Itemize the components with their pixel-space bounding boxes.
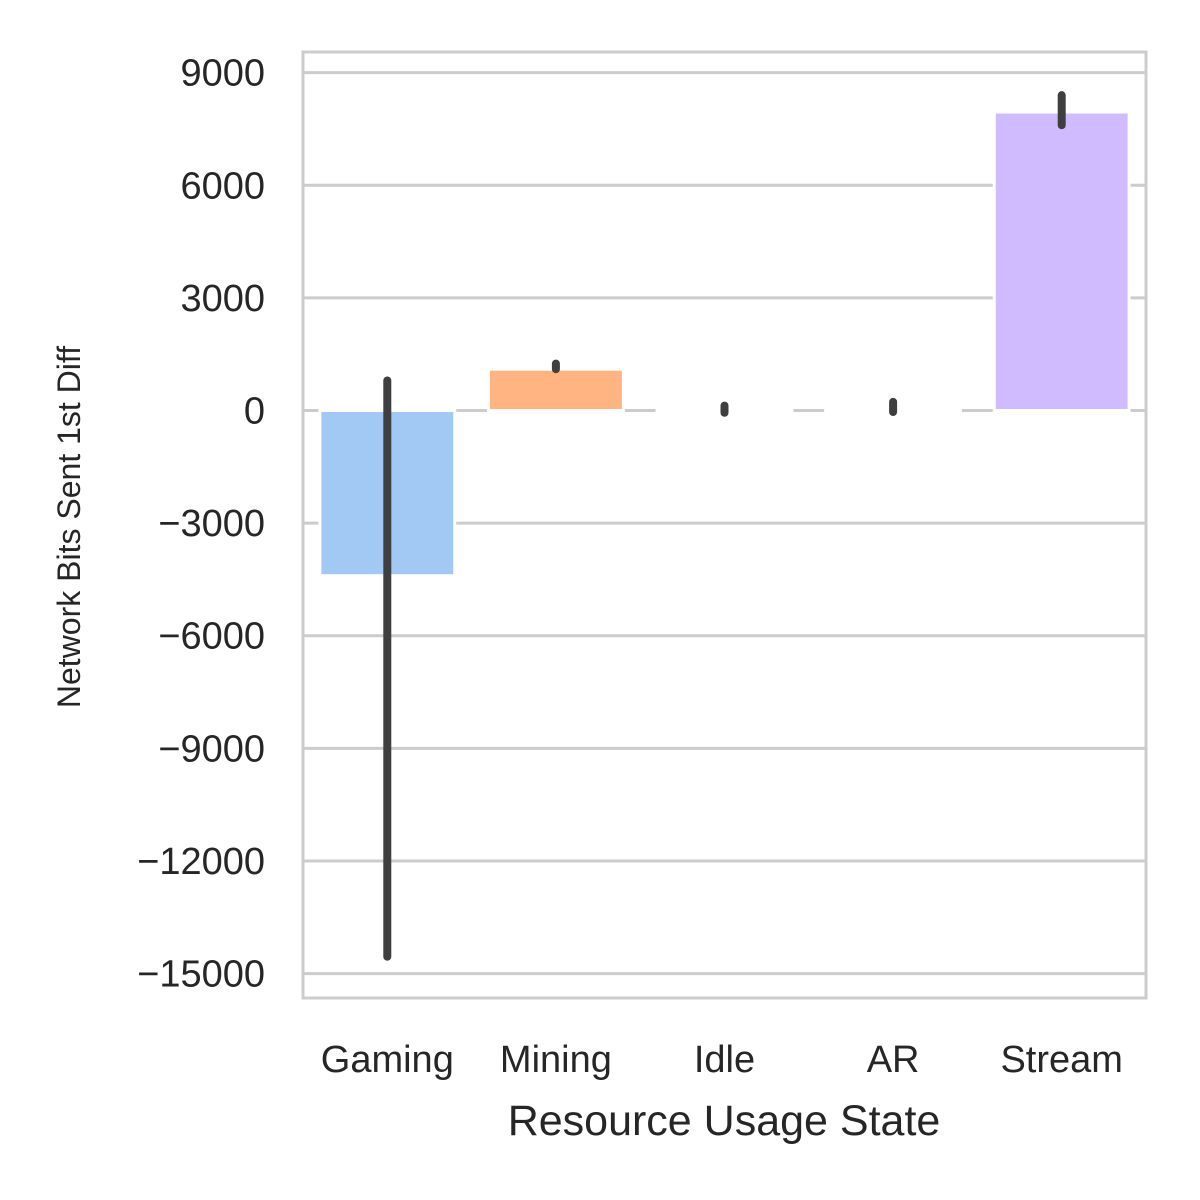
- x-tick-label: AR: [867, 1039, 920, 1081]
- y-tick-label: 6000: [180, 165, 265, 207]
- x-tick-label: Gaming: [321, 1039, 454, 1081]
- y-axis-title: Network Bits Sent 1st Diff: [51, 346, 87, 708]
- y-tick-labels: 9000 6000 3000 0 −3000 −6000 −9000 −12000 −15000: [137, 53, 265, 996]
- x-axis-title: Resource Usage State: [508, 1097, 941, 1145]
- y-tick-label: −3000: [158, 503, 265, 545]
- y-tick-label: −15000: [137, 954, 265, 996]
- y-tick-label: 3000: [180, 278, 265, 320]
- error-bars: [383, 91, 1066, 961]
- x-tick-label: Stream: [1000, 1039, 1122, 1081]
- y-tick-label: −9000: [158, 728, 265, 770]
- plot-frame: [301, 50, 1148, 1000]
- y-tick-label: −12000: [137, 841, 265, 883]
- x-tick-labels: Gaming Mining Idle AR Stream: [321, 1039, 1123, 1081]
- bar-stream: [992, 110, 1131, 413]
- x-tick-label: Mining: [500, 1039, 612, 1081]
- y-tick-label: −6000: [158, 616, 265, 658]
- bars: [318, 110, 1131, 578]
- x-tick-label: Idle: [694, 1039, 755, 1081]
- y-tick-label: 0: [244, 391, 265, 433]
- bar-mining: [486, 367, 625, 413]
- y-tick-label: 9000: [180, 53, 265, 95]
